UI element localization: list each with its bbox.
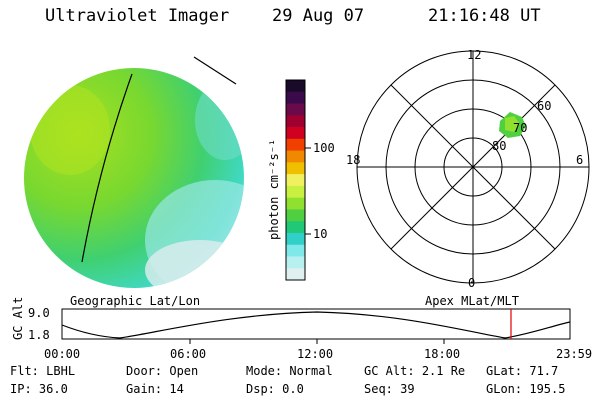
timeline-x-tick-2359: 23:59: [556, 347, 592, 361]
info-gc-alt: GC Alt: 2.1 Re: [364, 364, 466, 378]
imager-title: Ultraviolet Imager: [45, 6, 230, 26]
colorbar-unit-label: photon cm⁻²s⁻¹: [267, 139, 281, 240]
timeline-x-tick-1200: 12:00: [297, 347, 333, 361]
geographic-meridian-line: [81, 73, 133, 263]
info-mode-value: Normal: [289, 364, 333, 378]
colorbar-swatch: [286, 162, 305, 175]
info-gc-alt-value: 2.1 Re: [421, 364, 466, 378]
colorbar: 100 10 photon cm⁻²s⁻¹: [267, 79, 335, 281]
colorbar-swatch: [286, 103, 305, 116]
timeline-x-tick-0000: 00:00: [44, 347, 80, 361]
colorbar-swatch: [286, 115, 305, 128]
info-flt: Flt: LBHL: [10, 364, 76, 378]
polar-grid: [356, 50, 590, 284]
info-glon-value: 195.5: [529, 382, 566, 396]
altitude-timeline: GC Alt 9.0 1.8 00:00 06:00 12:00 18:00 2…: [11, 297, 592, 361]
info-ip: IP: 36.0: [10, 382, 68, 396]
info-dsp-value: 0.0: [282, 382, 304, 396]
info-glon: GLon: 195.5: [486, 382, 566, 396]
info-gain: Gain: 14: [126, 382, 184, 396]
colorbar-swatch: [286, 209, 305, 222]
colorbar-swatch: [286, 185, 305, 199]
colorbar-swatch: [286, 221, 305, 234]
colorbar-swatch: [286, 150, 305, 163]
info-dsp: Dsp: 0.0: [246, 382, 304, 396]
apex-panel-label: Apex MLat/MLT: [425, 294, 519, 308]
lat-label-80: 80: [492, 139, 506, 153]
info-glat-value: 71.7: [529, 364, 559, 378]
timeline-y-tick-high: 9.0: [28, 306, 50, 320]
mlt-label-18: 18: [346, 153, 360, 167]
info-mode: Mode: Normal: [246, 364, 333, 378]
colorbar-swatch: [286, 244, 305, 257]
mlt-labels: 12 18 6 0: [346, 48, 583, 290]
altitude-curve: [61, 311, 571, 339]
mlt-label-12: 12: [467, 48, 481, 62]
colorbar-tick-10: 10: [313, 227, 327, 241]
terminator-line: [193, 56, 237, 85]
colorbar-swatch: [286, 80, 305, 93]
colorbar-swatch: [286, 268, 305, 281]
lat-label-60: 60: [537, 99, 551, 113]
colorbar-swatch: [286, 256, 305, 269]
timeline-y-tick-low: 1.8: [28, 328, 50, 342]
info-glat: GLat: 71.7: [486, 364, 559, 378]
geographic-panel-label: Geographic Lat/Lon: [70, 294, 200, 308]
colorbar-tick-100: 100: [313, 141, 335, 155]
info-ip-value: 36.0: [38, 382, 68, 396]
auroral-spot: [499, 112, 526, 138]
timeline-y-axis-label: GC Alt: [11, 297, 25, 340]
info-flt-value: LBHL: [46, 364, 76, 378]
mlt-label-6: 6: [576, 153, 583, 167]
timeline-x-tick-1800: 18:00: [424, 347, 460, 361]
info-door: Door: Open: [126, 364, 199, 378]
lat-labels: 60 70 80: [492, 99, 551, 153]
lat-label-70: 70: [513, 121, 527, 135]
observation-date: 29 Aug 07: [272, 6, 365, 26]
colorbar-swatch: [286, 174, 305, 187]
uv-image-disk: [24, 68, 244, 288]
info-door-value: Open: [169, 364, 199, 378]
info-seq: Seq: 39: [364, 382, 415, 396]
observation-time: 21:16:48 UT: [428, 6, 541, 26]
colorbar-swatch: [286, 232, 305, 246]
colorbar-swatch: [286, 138, 305, 152]
colorbar-swatch: [286, 197, 305, 210]
colorbar-swatch: [286, 91, 305, 105]
info-gain-value: 14: [169, 382, 184, 396]
timeline-x-tick-0600: 06:00: [170, 347, 206, 361]
colorbar-swatch: [286, 127, 305, 140]
mlt-label-0: 0: [468, 276, 475, 290]
info-seq-value: 39: [400, 382, 415, 396]
